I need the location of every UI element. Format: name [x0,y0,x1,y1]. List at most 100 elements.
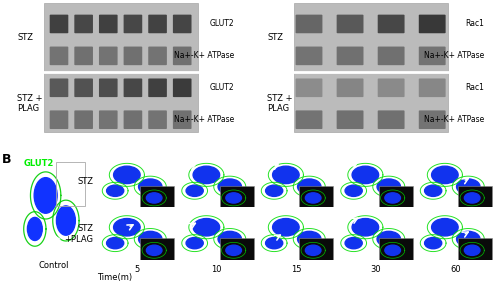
Circle shape [432,166,458,184]
Circle shape [266,237,282,249]
Circle shape [28,217,42,241]
Circle shape [456,179,480,194]
Bar [220,186,254,207]
Text: Na+-K+ ATPase: Na+-K+ ATPase [424,115,484,124]
Text: Rac1: Rac1 [465,20,484,29]
Circle shape [193,218,220,236]
Text: STZ +
PLAG: STZ + PLAG [17,94,42,113]
Circle shape [146,245,162,256]
FancyBboxPatch shape [296,15,322,33]
Text: 10: 10 [212,265,222,274]
FancyBboxPatch shape [99,15,117,33]
FancyBboxPatch shape [419,78,446,97]
FancyBboxPatch shape [173,78,192,97]
FancyBboxPatch shape [99,110,117,129]
FancyBboxPatch shape [378,78,404,97]
Text: GLUT2: GLUT2 [210,83,234,92]
Bar [299,238,334,260]
Bar [458,186,492,207]
Bar [458,238,492,260]
FancyBboxPatch shape [124,15,142,33]
FancyBboxPatch shape [173,110,192,129]
Bar [378,238,413,260]
Circle shape [114,218,140,236]
Circle shape [226,193,242,203]
FancyBboxPatch shape [99,78,117,97]
Text: GLUT2: GLUT2 [24,159,54,168]
FancyBboxPatch shape [148,47,167,65]
Circle shape [352,218,378,236]
Circle shape [345,185,362,196]
FancyBboxPatch shape [74,47,93,65]
Text: 60: 60 [450,265,460,274]
Circle shape [424,237,442,249]
Text: GLUT2: GLUT2 [210,20,234,29]
Text: STZ +
PLAG: STZ + PLAG [267,94,292,113]
Circle shape [432,218,458,236]
FancyBboxPatch shape [336,110,363,129]
Circle shape [298,231,321,247]
Bar [378,186,413,207]
Text: B: B [2,153,12,166]
Bar [140,238,174,260]
Text: 30: 30 [370,265,381,274]
Circle shape [272,166,299,184]
Circle shape [226,245,242,256]
FancyBboxPatch shape [378,15,404,33]
Circle shape [464,193,480,203]
Text: Na+-K+ ATPase: Na+-K+ ATPase [174,115,234,124]
Bar [56,162,86,206]
FancyBboxPatch shape [336,78,363,97]
FancyBboxPatch shape [148,110,167,129]
Circle shape [218,179,242,194]
Circle shape [114,166,140,184]
Circle shape [464,245,480,256]
FancyBboxPatch shape [50,15,68,33]
Circle shape [272,218,299,236]
Circle shape [377,231,400,247]
Circle shape [34,178,57,213]
FancyBboxPatch shape [173,15,192,33]
FancyBboxPatch shape [50,78,68,97]
FancyBboxPatch shape [296,110,322,129]
Text: Rac1: Rac1 [465,83,484,92]
Text: STZ: STZ [267,33,283,42]
Circle shape [146,193,162,203]
FancyBboxPatch shape [419,110,446,129]
Bar [140,186,174,207]
Text: Time(m): Time(m) [98,273,132,282]
Circle shape [186,185,203,196]
Circle shape [266,185,282,196]
FancyBboxPatch shape [50,47,68,65]
Text: 15: 15 [291,265,302,274]
FancyBboxPatch shape [419,15,446,33]
Circle shape [193,166,220,184]
Circle shape [138,231,162,247]
Circle shape [345,237,362,249]
Circle shape [306,193,321,203]
Circle shape [385,193,400,203]
FancyBboxPatch shape [173,47,192,65]
Text: 5: 5 [134,265,140,274]
FancyBboxPatch shape [124,47,142,65]
FancyBboxPatch shape [124,78,142,97]
Text: Control: Control [38,261,69,270]
Circle shape [138,179,162,194]
Circle shape [352,166,378,184]
FancyBboxPatch shape [50,110,68,129]
FancyBboxPatch shape [378,110,404,129]
Circle shape [106,185,124,196]
Circle shape [106,237,124,249]
FancyBboxPatch shape [336,15,363,33]
FancyBboxPatch shape [74,78,93,97]
FancyBboxPatch shape [296,47,322,65]
Circle shape [298,179,321,194]
FancyBboxPatch shape [74,15,93,33]
FancyBboxPatch shape [419,47,446,65]
Bar [299,186,334,207]
FancyBboxPatch shape [148,78,167,97]
FancyBboxPatch shape [296,78,322,97]
Circle shape [456,231,480,247]
FancyBboxPatch shape [336,47,363,65]
FancyBboxPatch shape [74,110,93,129]
